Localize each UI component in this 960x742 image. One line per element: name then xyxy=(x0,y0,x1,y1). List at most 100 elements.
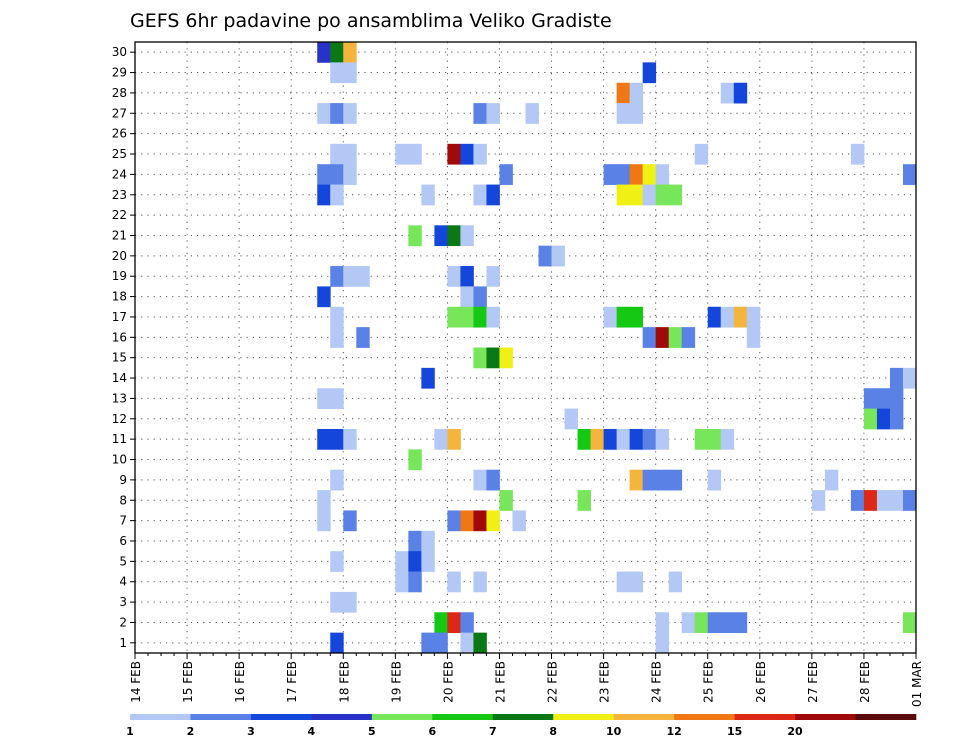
precip-cell xyxy=(330,143,344,165)
precip-cell xyxy=(343,62,357,84)
precip-cell xyxy=(330,62,344,84)
precip-cell xyxy=(655,327,670,348)
precip-cell xyxy=(577,490,591,511)
y-tick-label: 19 xyxy=(112,269,127,283)
dotted-grid xyxy=(135,42,916,653)
x-tick-label: 17 FEB xyxy=(285,661,299,703)
precip-cell xyxy=(616,164,631,185)
legend-swatch xyxy=(432,714,494,720)
precip-cell xyxy=(616,571,631,593)
precip-cell xyxy=(330,184,344,206)
precip-cell xyxy=(720,306,735,328)
legend-swatch xyxy=(734,714,796,720)
precip-cell xyxy=(408,571,422,593)
x-tick-label: 16 FEB xyxy=(233,661,247,703)
precip-cell xyxy=(330,266,344,287)
precip-cell xyxy=(473,510,487,532)
precip-cell xyxy=(668,571,683,593)
precip-cell xyxy=(655,428,670,450)
precip-cell xyxy=(434,632,448,654)
precip-cell xyxy=(603,306,618,328)
precip-cell xyxy=(447,266,461,287)
precip-cell xyxy=(460,612,474,634)
precip-cell xyxy=(343,103,357,124)
y-tick-label: 8 xyxy=(119,493,127,507)
precip-cell xyxy=(473,143,487,165)
x-tick-label: 14 FEB xyxy=(129,661,143,703)
x-tick-label: 25 FEB xyxy=(702,661,716,703)
precip-cell xyxy=(863,490,878,511)
y-tick-label: 17 xyxy=(112,310,127,324)
precip-cell xyxy=(317,42,331,63)
x-tick-label: 28 FEB xyxy=(858,661,872,703)
precip-cell xyxy=(421,530,435,552)
precip-cell xyxy=(681,327,696,348)
y-tick-label: 2 xyxy=(119,615,127,629)
precip-cell xyxy=(473,306,487,328)
precip-cell xyxy=(434,612,448,634)
legend-label: 3 xyxy=(247,725,255,738)
precip-cell xyxy=(421,632,435,654)
precip-cell xyxy=(889,367,904,389)
precip-cell xyxy=(629,571,644,593)
precip-cell xyxy=(330,591,344,613)
precip-cell xyxy=(473,347,487,369)
precipitation-cells xyxy=(317,42,917,654)
precip-cell xyxy=(395,551,409,572)
precip-cell xyxy=(889,490,904,511)
legend-swatch xyxy=(855,714,917,720)
precip-cell xyxy=(486,510,500,532)
precip-cell xyxy=(317,490,331,511)
precip-cell xyxy=(330,551,344,572)
precip-cell xyxy=(473,571,487,593)
precip-cell xyxy=(538,245,552,267)
y-tick-label: 27 xyxy=(112,106,127,120)
precip-cell xyxy=(421,184,435,206)
precip-cell xyxy=(317,388,331,409)
precip-cell xyxy=(447,428,461,450)
precip-cell xyxy=(343,42,357,63)
legend-label: 2 xyxy=(187,725,195,738)
precip-cell xyxy=(642,327,657,348)
precip-cell xyxy=(395,571,409,593)
x-tick-label: 20 FEB xyxy=(441,661,455,703)
precip-cell xyxy=(655,164,670,185)
precip-cell xyxy=(681,612,696,634)
precip-cell xyxy=(889,388,904,409)
y-tick-label: 13 xyxy=(112,391,127,405)
precip-cell xyxy=(603,428,618,450)
color-legend: 1 2 3 4 5 6 7 8 10 12 15 20 xyxy=(126,714,917,738)
x-tick-label: 15 FEB xyxy=(181,661,195,703)
x-axis: 14 FEB 15 FEB 16 FEB 17 FEB 18 FEB 19 FEB 20 F… xyxy=(129,653,924,707)
precip-cell xyxy=(642,164,657,185)
y-tick-label: 6 xyxy=(119,534,127,548)
x-tick-label: 18 FEB xyxy=(337,661,351,703)
precip-cell xyxy=(356,327,370,348)
precip-cell xyxy=(902,164,917,185)
legend-label: 8 xyxy=(549,725,557,738)
precip-cell xyxy=(590,428,604,450)
precip-cell xyxy=(447,225,461,247)
y-tick-label: 22 xyxy=(112,208,127,222)
precip-cell xyxy=(629,469,644,491)
y-tick-label: 14 xyxy=(112,371,127,385)
precip-cell xyxy=(733,612,748,634)
precip-cell xyxy=(460,510,474,532)
precip-cell xyxy=(356,266,370,287)
precip-cell xyxy=(616,82,631,104)
precip-cell xyxy=(629,103,644,124)
precip-cell xyxy=(499,164,513,185)
legend-swatch xyxy=(492,714,554,720)
precip-cell xyxy=(460,266,474,287)
legend-label: 4 xyxy=(308,725,316,738)
precip-cell xyxy=(460,306,474,328)
legend-swatch xyxy=(250,714,312,720)
x-tick-label: 19 FEB xyxy=(389,661,403,703)
precip-cell xyxy=(863,408,878,430)
precip-cell xyxy=(642,184,657,206)
precip-cell xyxy=(330,469,344,491)
precip-cell xyxy=(629,164,644,185)
x-tick-label: 01 MAR xyxy=(910,661,924,707)
precip-cell xyxy=(655,469,670,491)
